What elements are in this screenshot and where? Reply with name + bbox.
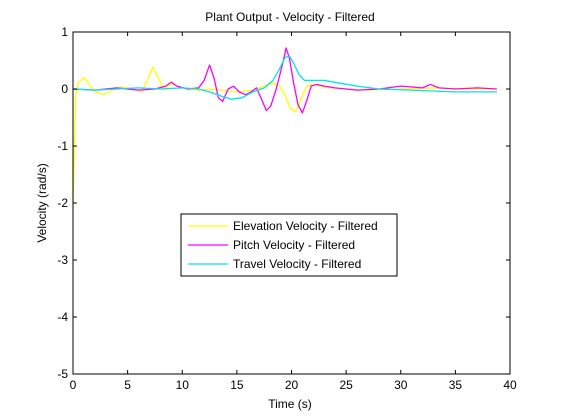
legend: Elevation Velocity - Filtered Pitch Velo… — [180, 213, 398, 277]
plot-area — [73, 32, 510, 374]
x-axis-title: Time (s) — [268, 397, 312, 411]
x-tick-label: 10 — [176, 378, 190, 392]
y-tick-label: -3 — [57, 253, 68, 267]
y-tick-label: 0 — [61, 82, 68, 96]
series-line-pitch — [72, 47, 497, 114]
y-tick-label: 1 — [61, 25, 68, 39]
y-axis-title: Velocity (rad/s) — [35, 163, 49, 242]
legend-label-elevation: Elevation Velocity - Filtered — [233, 219, 378, 233]
series-layer — [72, 47, 497, 204]
y-tick-label: -1 — [57, 139, 68, 153]
x-tick-label: 25 — [339, 378, 353, 392]
x-tick-label: 0 — [70, 378, 77, 392]
legend-label-pitch: Pitch Velocity - Filtered — [233, 238, 355, 252]
legend-label-travel: Travel Velocity - Filtered — [233, 257, 361, 271]
series-line-travel — [72, 55, 497, 100]
y-tick-label: -5 — [57, 367, 68, 381]
y-tick-label: -4 — [57, 310, 68, 324]
x-tick-label: 40 — [503, 378, 517, 392]
x-tick-label: 15 — [230, 378, 244, 392]
x-tick-label: 35 — [449, 378, 463, 392]
y-tick-label: -2 — [57, 196, 68, 210]
x-tick-label: 20 — [285, 378, 299, 392]
x-tick-label: 30 — [394, 378, 408, 392]
x-tick-label: 5 — [124, 378, 131, 392]
chart-title: Plant Output - Velocity - Filtered — [205, 10, 374, 24]
